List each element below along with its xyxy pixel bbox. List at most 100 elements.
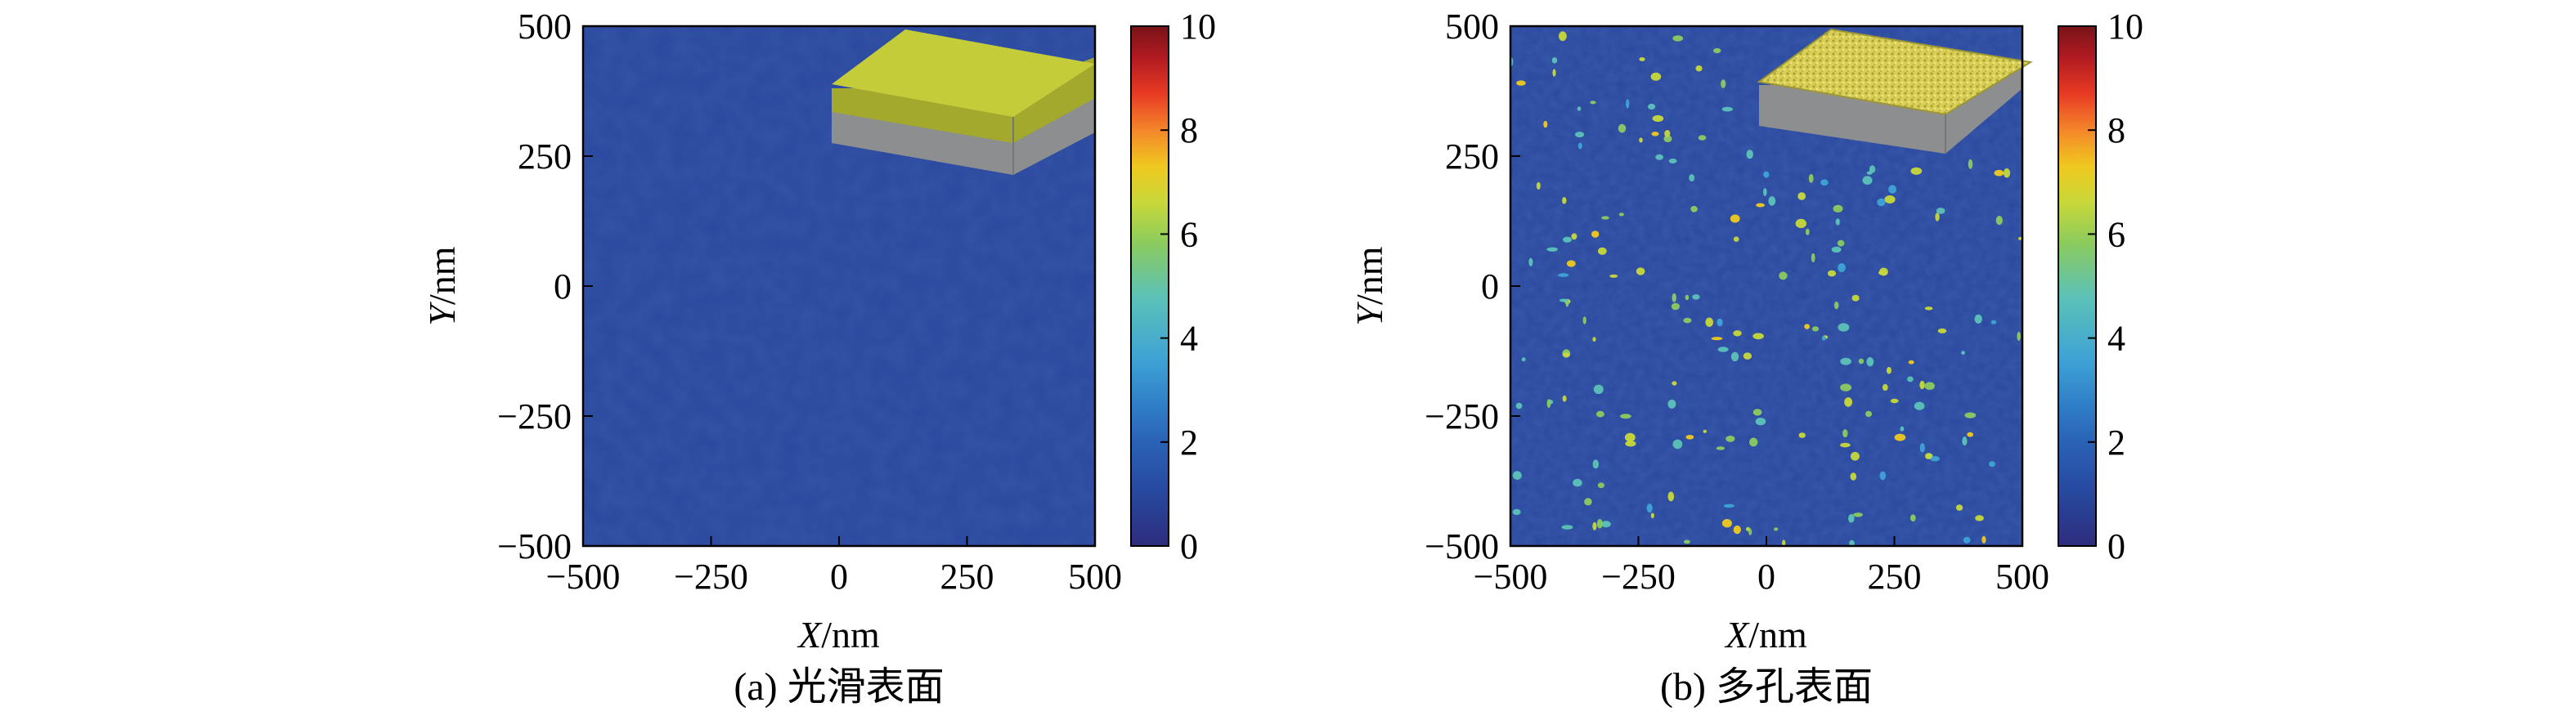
surface-spot	[1743, 352, 1752, 360]
surface-spot	[1908, 360, 1914, 365]
surface-spot	[1749, 437, 1758, 447]
surface-spot	[1835, 218, 1840, 226]
surface-spot	[1981, 535, 1986, 544]
surface-spot	[1831, 246, 1842, 253]
surface-spot	[1768, 196, 1776, 206]
surface-spot	[1683, 317, 1692, 324]
surface-spot	[1562, 395, 1567, 402]
surface-spot	[1924, 307, 1933, 311]
colorbar-a	[1130, 25, 1169, 547]
surface-spot	[1850, 472, 1857, 481]
surface-spot	[1667, 491, 1675, 502]
surface-spot	[1975, 515, 1984, 521]
surface-spot	[1779, 271, 1788, 280]
surface-spot	[1672, 293, 1676, 302]
y-tick-label: −500	[1425, 526, 1499, 566]
x-tick-label: −250	[1601, 557, 1676, 597]
surface-spot	[1840, 357, 1851, 365]
colorbar-b-ticks: 10 8 6 4 2 0	[2088, 7, 2143, 566]
surface-spot	[1726, 436, 1735, 442]
x-tick-label: 250	[940, 557, 994, 597]
surface-spot	[1910, 514, 1916, 522]
surface-spot	[1808, 173, 1814, 183]
surface-spot	[1877, 198, 1886, 207]
surface-spot	[1650, 512, 1654, 519]
surface-spot	[1862, 176, 1873, 185]
surface-spot	[1552, 69, 1556, 77]
surface-spot	[1591, 230, 1600, 238]
colorbar-tick-label: 2	[1180, 423, 1198, 463]
surface-spot	[1512, 508, 1521, 516]
surface-spot	[1574, 132, 1585, 138]
colorbar-tick-label: 6	[1180, 214, 1198, 254]
colorbar-tick-label: 4	[1180, 319, 1198, 359]
surface-spot	[1655, 154, 1663, 160]
surface-spot	[1827, 270, 1837, 277]
surface-spot	[1774, 527, 1779, 531]
surface-spot	[1748, 528, 1752, 535]
surface-spot	[1869, 165, 1876, 173]
surface-spot	[1561, 525, 1573, 530]
surface-spot	[1559, 31, 1567, 42]
surface-spot	[1866, 356, 1874, 367]
surface-spot	[1521, 357, 1526, 362]
surface-spot	[1668, 159, 1677, 163]
surface-spot	[1593, 384, 1604, 394]
surface-spot	[1935, 213, 1940, 222]
surface-spot	[1838, 323, 1850, 332]
surface-spot	[1596, 519, 1603, 529]
surface-spot	[1713, 47, 1721, 54]
surface-spot	[1798, 432, 1806, 438]
surface-spot	[1536, 181, 1541, 190]
surface-spot	[1746, 150, 1753, 159]
surface-spot	[1648, 103, 1656, 110]
x-axis-a: −500 −250 0 250 500	[546, 536, 1122, 597]
surface-spot	[1968, 159, 1973, 169]
surface-spot	[1582, 316, 1586, 324]
surface-spot	[1597, 482, 1604, 489]
surface-spot	[1543, 120, 1548, 128]
surface-spot	[1805, 228, 1810, 235]
x-tick-label: 0	[830, 557, 848, 597]
colorbar-tick-label: 8	[1180, 110, 1198, 150]
surface-spot	[1592, 521, 1597, 530]
surface-spot	[1652, 114, 1664, 123]
surface-spot	[1573, 478, 1582, 487]
surface-spot	[1833, 204, 1843, 213]
surface-spot	[1886, 366, 1892, 374]
caption-a: (a) 光滑表面	[734, 665, 944, 709]
surface-spot	[1834, 301, 1839, 310]
surface-spot	[1639, 57, 1645, 61]
surface-spot	[1730, 214, 1740, 223]
surface-spot	[1821, 336, 1826, 341]
surface-spot	[1907, 376, 1914, 383]
surface-spot	[1733, 236, 1739, 242]
surface-spot	[1624, 432, 1636, 442]
surface-spot	[1995, 216, 2003, 226]
surface-spot	[1515, 402, 1523, 409]
surface-spot	[1723, 503, 1735, 508]
surface-spot	[1795, 218, 1806, 228]
x-tick-label: 500	[1995, 557, 2049, 597]
surface-spot	[1882, 383, 1888, 392]
x-tick-label: −250	[674, 557, 748, 597]
surface-spot	[1919, 443, 1925, 453]
inset-porous-slab-3d	[1757, 28, 2033, 154]
colorbar-b	[2058, 25, 2097, 547]
y-tick-label: −500	[497, 526, 572, 566]
surface-spot	[1546, 247, 1558, 252]
y-tick-label: 250	[1445, 136, 1499, 177]
surface-spot	[1755, 418, 1766, 426]
surface-spot	[1663, 135, 1672, 143]
y-tick-label: 0	[554, 266, 572, 307]
surface-spot	[1730, 351, 1739, 361]
x-axis-a-label: X/nm	[797, 614, 880, 656]
surface-spot	[1990, 320, 1997, 324]
surface-spot	[1597, 247, 1607, 255]
surface-spot	[1577, 106, 1582, 111]
surface-spot	[1936, 208, 1945, 214]
surface-spot	[1672, 439, 1683, 450]
surface-spot	[1961, 351, 1965, 355]
surface-spot	[1609, 274, 1618, 278]
